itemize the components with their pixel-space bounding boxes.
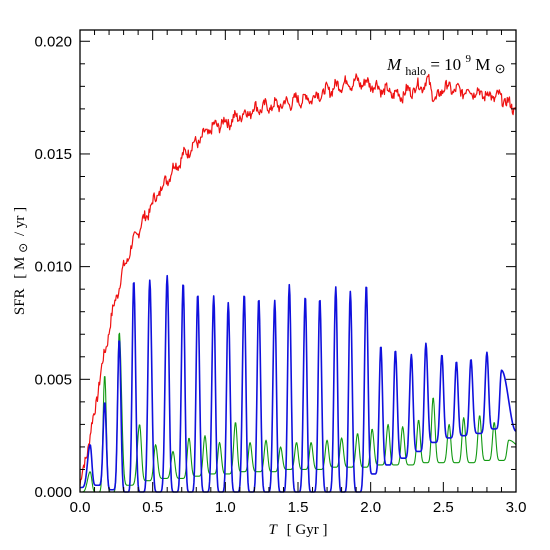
y-axis-title: SFR [ M ⊙ / yr ] (12, 207, 31, 315)
annotation-var: M (386, 55, 402, 74)
y-axis-unit-open: [ M (12, 257, 28, 279)
x-tick-label: 3.0 (506, 499, 527, 516)
y-axis-sun-symbol: ⊙ (16, 243, 30, 253)
y-tick-label: 0.010 (34, 259, 72, 276)
annotation-sub: halo (405, 64, 426, 78)
series-line-blue (79, 274, 517, 493)
x-tick-label: 2.0 (360, 499, 381, 516)
x-tick-label: 1.0 (215, 499, 236, 516)
x-axis-title: T [ Gyr ] (269, 522, 328, 538)
y-tick-label: 0.000 (34, 484, 72, 501)
x-tick-label: 2.5 (433, 499, 454, 516)
series-line-red (79, 73, 517, 486)
annotation-eq: = 10 (430, 55, 461, 74)
y-axis-unit-close: / yr ] (12, 207, 28, 236)
annotation-sun: ⊙ (495, 61, 506, 76)
y-tick-label: 0.020 (34, 33, 72, 50)
halo-mass-annotation: M halo = 10 9 M ⊙ (386, 47, 505, 79)
x-axis-var: T (269, 522, 279, 538)
x-tick-label: 1.5 (288, 499, 309, 516)
series-line-green (80, 332, 517, 493)
y-tick-label: 0.015 (34, 146, 72, 163)
annotation-sup: 9 (465, 53, 471, 65)
y-axis-var: SFR (12, 288, 28, 315)
series-layer (79, 73, 517, 493)
annotation-unit: M (475, 55, 490, 74)
ticks-layer: 0.0 0.5 1.0 1.5 2.0 2.5 3.0 0.000 0.005 0.010 0.01… (34, 30, 526, 516)
y-tick-label: 0.005 (34, 371, 72, 388)
x-tick-label: 0.5 (142, 499, 163, 516)
x-tick-label: 0.0 (70, 499, 91, 516)
x-axis-unit: [ Gyr ] (287, 522, 328, 538)
